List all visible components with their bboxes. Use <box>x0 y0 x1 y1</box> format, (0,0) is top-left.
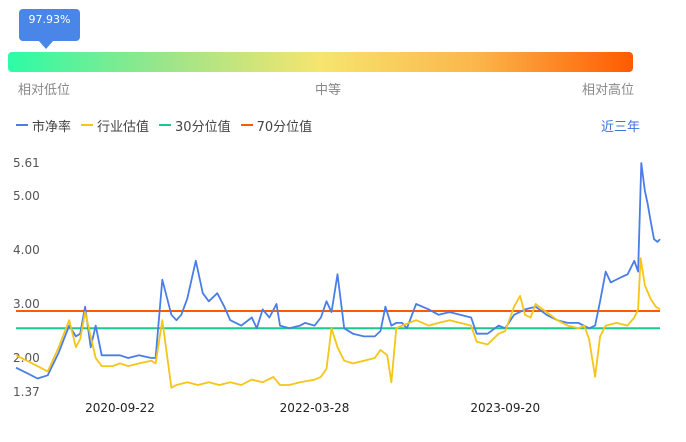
percentile-gradient-bar <box>8 52 633 72</box>
x-tick-label: 2020-09-22 <box>85 401 155 415</box>
legend-label-p70: 70分位值 <box>256 119 313 135</box>
chart-legend: 市净率 行业估值 30分位值 70分位值 <box>16 116 322 135</box>
scale-label-mid: 中等 <box>315 83 342 98</box>
legend-swatch-industry <box>81 124 94 126</box>
legend-label-p30: 30分位值 <box>175 119 231 135</box>
legend-swatch-pb <box>16 124 28 126</box>
chart-series <box>15 162 661 389</box>
scale-label-low: 相对低位 <box>18 83 71 98</box>
legend-item-p30[interactable]: 30分位值 <box>159 116 231 135</box>
y-axis-ticks: 5.61 5.00 4.00 3.00 2.00 1.37 <box>13 156 40 399</box>
x-axis-ticks: 2020-09-22 2022-03-28 2023-09-20 <box>85 401 540 415</box>
legend-item-p70[interactable]: 70分位值 <box>240 116 313 135</box>
legend-swatch-p70 <box>240 124 253 126</box>
y-tick-label: 4.00 <box>13 243 40 257</box>
y-tick-label: 5.61 <box>13 156 40 170</box>
percentile-value: 97.93% <box>28 13 71 26</box>
x-tick-label: 2022-03-28 <box>280 401 350 415</box>
y-tick-label: 3.00 <box>13 297 40 311</box>
legend-item-pb[interactable]: 市净率 <box>16 116 71 135</box>
y-tick-label: 2.00 <box>13 351 40 365</box>
period-tab[interactable]: 近三年 <box>600 120 640 135</box>
legend-label-industry: 行业估值 <box>97 119 150 135</box>
x-tick-label: 2023-09-20 <box>470 401 540 415</box>
series-line-pb <box>15 162 661 380</box>
legend-item-industry[interactable]: 行业估值 <box>81 116 149 135</box>
percentile-badge: 97.93% <box>19 9 80 41</box>
legend-swatch-p30 <box>159 124 172 126</box>
series-line-industry <box>15 257 661 389</box>
y-tick-label: 1.37 <box>13 385 40 399</box>
scale-label-high: 相对高位 <box>582 83 635 98</box>
legend-label-pb: 市净率 <box>32 119 72 135</box>
percentile-badge-pointer <box>38 40 54 49</box>
y-tick-label: 5.00 <box>13 189 40 203</box>
